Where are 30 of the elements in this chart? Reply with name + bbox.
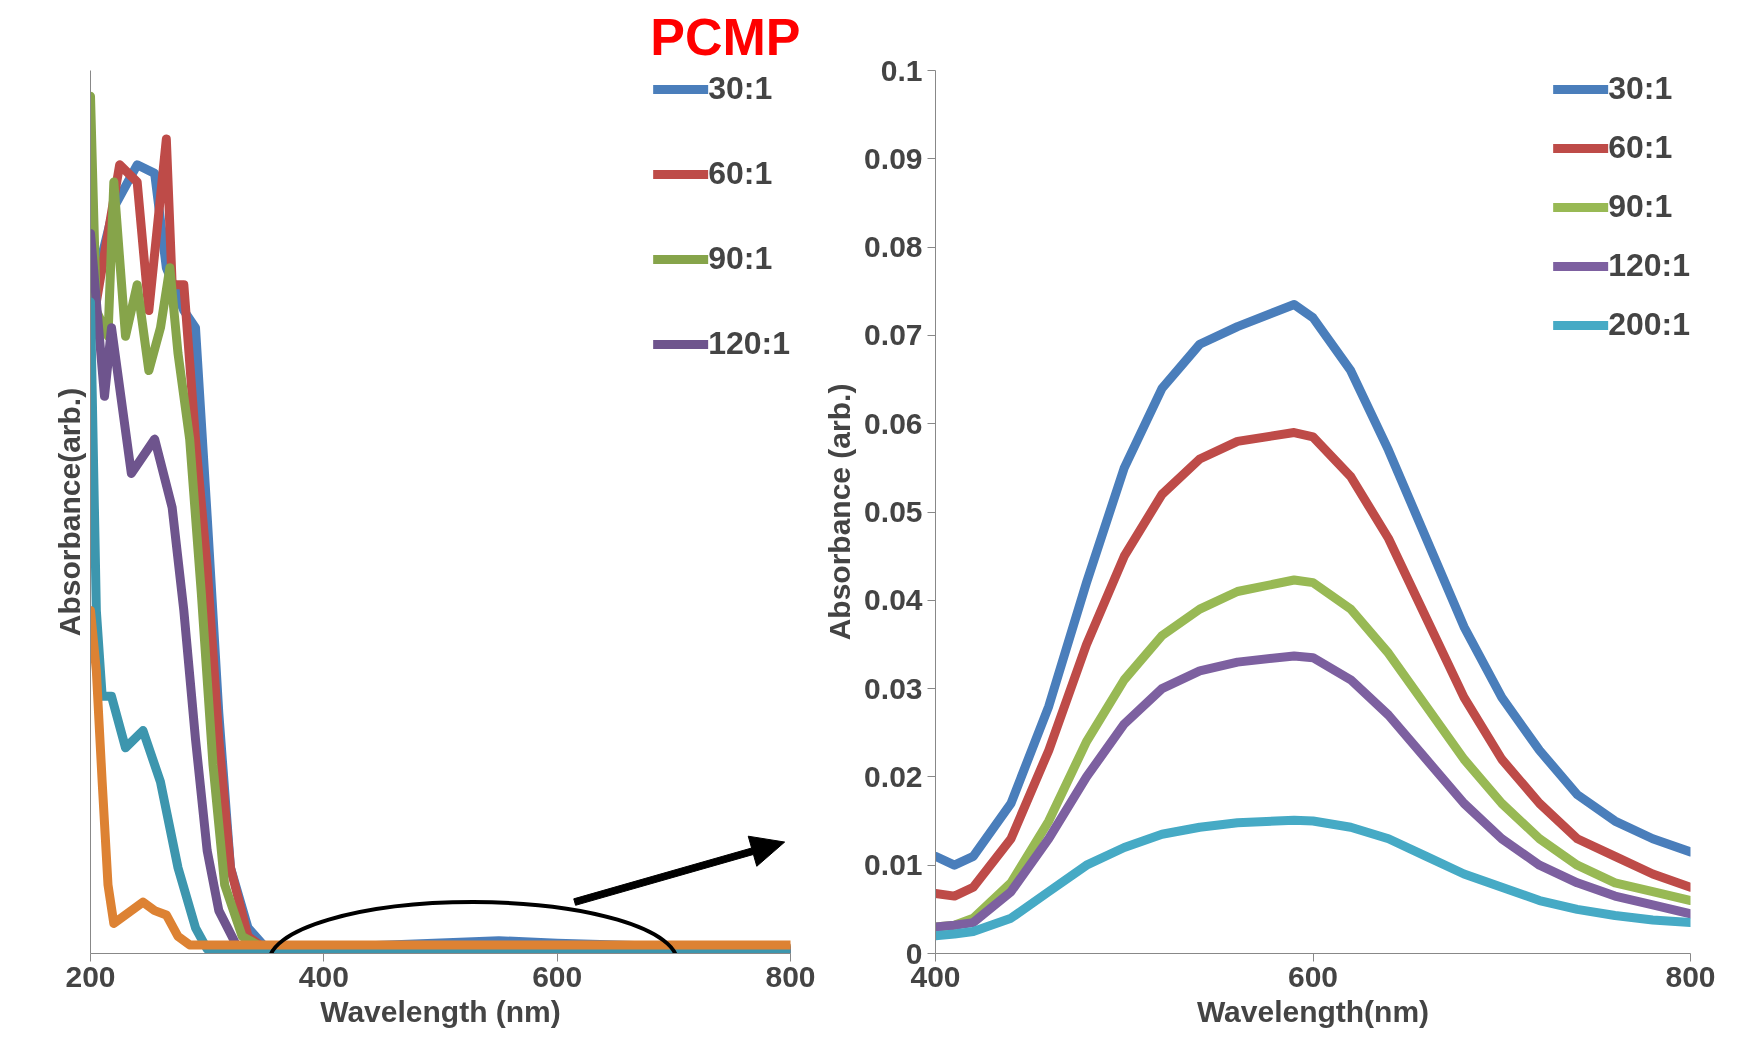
x-tick-label: 200 xyxy=(65,959,116,993)
x-axis-title: Wavelength(nm) xyxy=(1196,994,1430,1028)
y-tick-label: 0.01 xyxy=(864,848,923,882)
y-tick-label: 0.04 xyxy=(864,583,923,617)
y-axis-title: Absorbance (arb.) xyxy=(823,383,857,641)
legend-label: 90:1 xyxy=(1608,188,1673,225)
y-tick-label: 0.08 xyxy=(864,230,923,264)
x-tick-label: 800 xyxy=(765,959,816,993)
legend-label: 60:1 xyxy=(1608,129,1673,166)
legend-label: 60:1 xyxy=(708,155,773,192)
legend-label: 90:1 xyxy=(708,240,773,277)
x-tick-label: 600 xyxy=(532,959,583,993)
chart-title: PCMP xyxy=(650,7,801,66)
legend-label: 200:1 xyxy=(1608,306,1690,343)
legend-label: 120:1 xyxy=(708,325,790,362)
x-tick-label: 600 xyxy=(1287,959,1339,993)
y-tick-label: 0.06 xyxy=(864,406,923,440)
y-tick-label: 0.05 xyxy=(864,495,923,528)
y-tick-label: 0.02 xyxy=(864,759,923,793)
legend-label: 120:1 xyxy=(1608,247,1690,284)
x-axis-title: Wavelength (nm) xyxy=(320,994,561,1028)
legend-label: 30:1 xyxy=(1608,70,1673,107)
legend-label: 30:1 xyxy=(708,70,773,107)
x-tick-label: 800 xyxy=(1665,959,1716,993)
y-tick-label: 0.03 xyxy=(864,671,923,705)
y-tick-label: 0.07 xyxy=(864,318,923,352)
y-tick-label: 0.09 xyxy=(864,141,923,175)
y-axis-title: Absorbance(arb.) xyxy=(52,387,86,637)
y-tick-label: 0.1 xyxy=(880,53,923,87)
x-tick-label: 400 xyxy=(298,959,349,993)
